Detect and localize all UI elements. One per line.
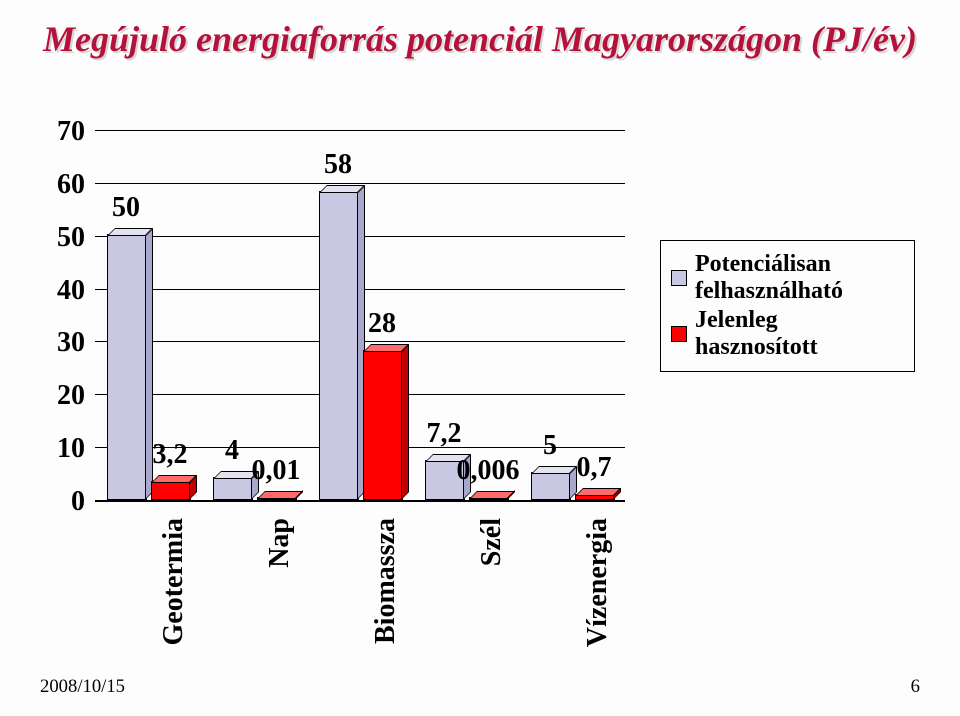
- bar-value-label: 4: [225, 435, 239, 467]
- plot-area: 010203040506070503,2Geotermia40,01Nap582…: [95, 130, 625, 500]
- y-tick-label: 70: [40, 116, 85, 148]
- bar: [107, 234, 147, 500]
- bar: [151, 481, 191, 500]
- y-tick-label: 60: [40, 169, 85, 201]
- slide-title: Megújuló energiaforrás potenciál Magyaro…: [0, 18, 960, 60]
- legend-label: Potenciálisan felhasználható: [695, 251, 904, 305]
- gridline: [95, 130, 625, 131]
- x-axis-baseline: [95, 500, 625, 502]
- legend-swatch: [671, 270, 687, 286]
- bar: [363, 350, 403, 500]
- category-label: Szél: [476, 518, 508, 648]
- bar-value-label: 50: [112, 192, 140, 224]
- footer-date: 2008/10/15: [40, 676, 125, 698]
- category-label: Vízenergia: [582, 518, 614, 648]
- bar-value-label: 28: [368, 308, 396, 340]
- bar-side-face: [401, 344, 409, 500]
- legend-row: Jelenleg hasznosított: [671, 307, 904, 361]
- category-label: Biomassza: [370, 518, 402, 648]
- y-tick-label: 20: [40, 380, 85, 412]
- y-tick-label: 40: [40, 275, 85, 307]
- bar-value-label: 0,01: [252, 455, 301, 487]
- category-label: Nap: [264, 518, 296, 648]
- y-tick-label: 0: [40, 486, 85, 518]
- slide-title-text: Megújuló energiaforrás potenciál Magyaro…: [43, 19, 917, 59]
- legend-row: Potenciálisan felhasználható: [671, 251, 904, 305]
- bar-value-label: 7,2: [427, 418, 462, 450]
- bar-value-label: 58: [324, 149, 352, 181]
- bar: [531, 472, 571, 500]
- bar: [319, 191, 359, 500]
- bar-value-label: 0,7: [577, 452, 612, 484]
- bar: [213, 477, 253, 500]
- footer-page-number: 6: [911, 676, 920, 698]
- gridline: [95, 183, 625, 184]
- category-label: Geotermia: [158, 518, 190, 648]
- chart-legend: Potenciálisan felhasználhatóJelenleg has…: [660, 240, 915, 372]
- bar-value-label: 3,2: [153, 439, 188, 471]
- y-tick-label: 30: [40, 327, 85, 359]
- legend-swatch: [671, 326, 687, 342]
- legend-label: Jelenleg hasznosított: [695, 307, 904, 361]
- y-tick-label: 50: [40, 222, 85, 254]
- chart-container: 010203040506070503,2Geotermia40,01Nap582…: [40, 130, 920, 630]
- y-tick-label: 10: [40, 433, 85, 465]
- bar-value-label: 5: [543, 430, 557, 462]
- bar-value-label: 0,006: [457, 455, 520, 487]
